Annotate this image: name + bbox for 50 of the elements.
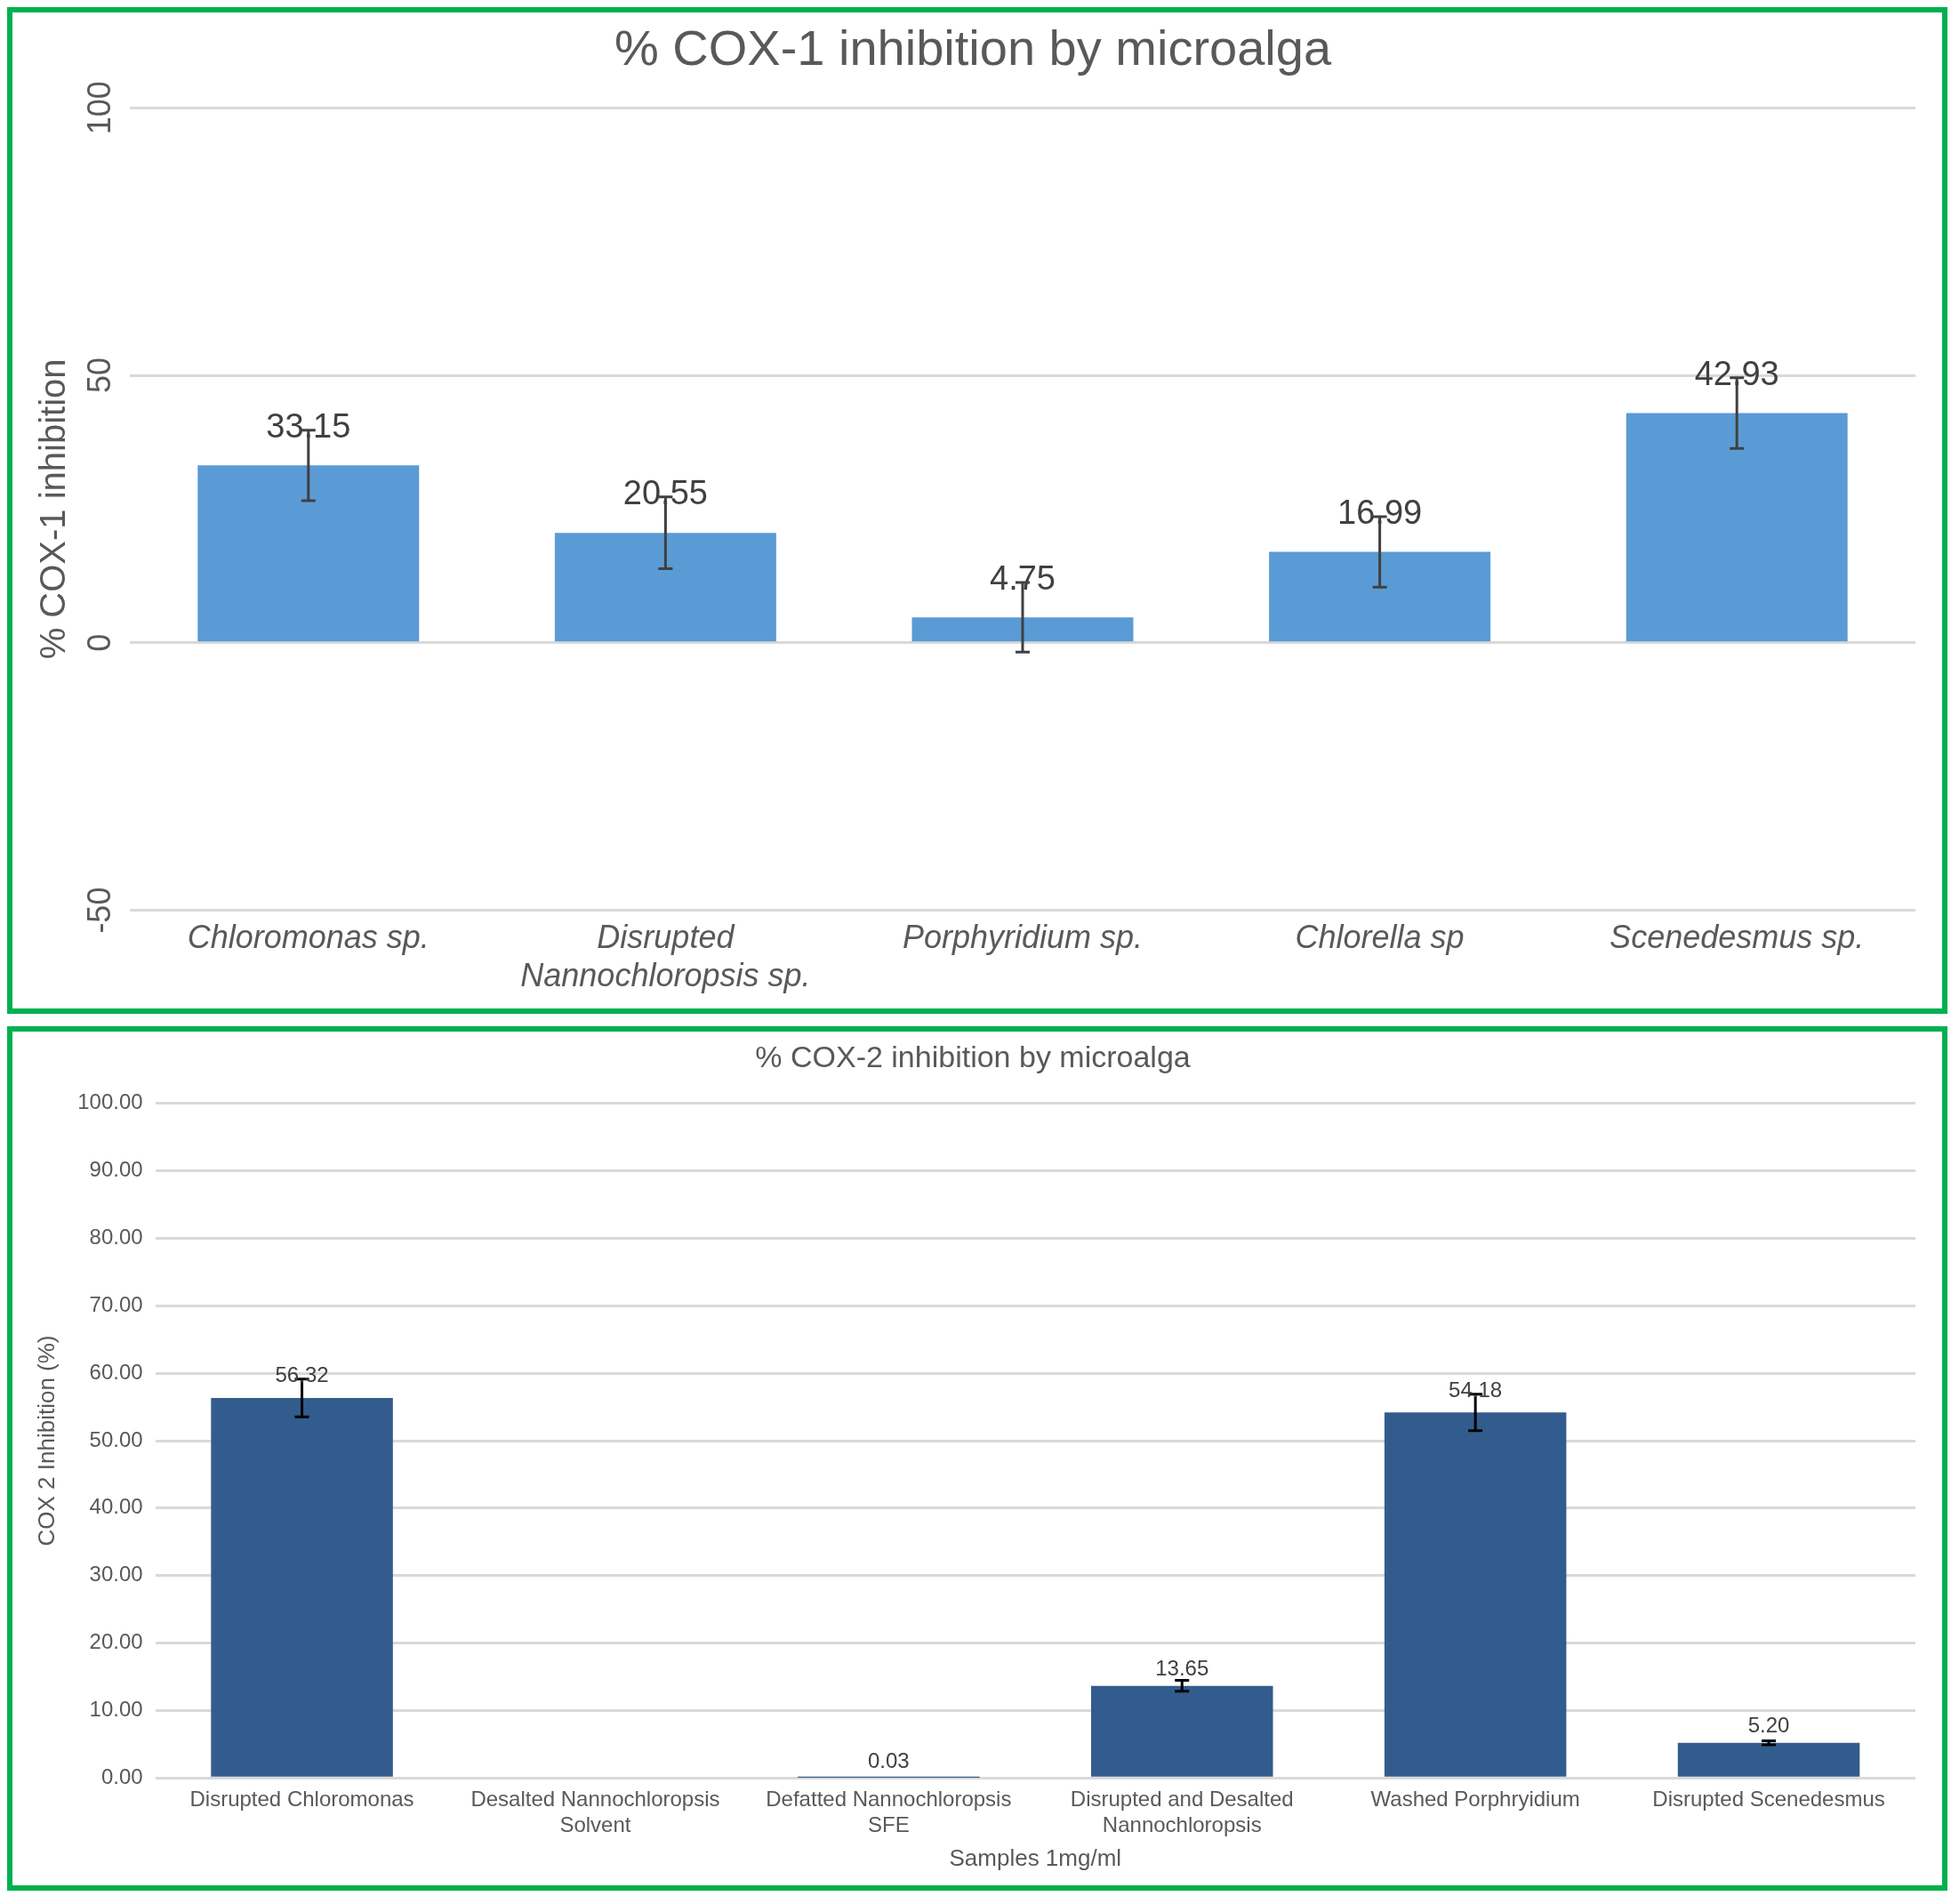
y-tick-label: 0.00 — [100, 1763, 143, 1788]
y-tick-label: 0 — [80, 633, 117, 652]
y-tick-label: 30.00 — [89, 1562, 143, 1587]
bar — [197, 465, 420, 642]
y-tick-label: 50 — [80, 357, 117, 394]
data-label: 16.99 — [1337, 494, 1423, 532]
chart-title: % COX-1 inhibition by microalga — [614, 20, 1332, 76]
bar — [1090, 1685, 1273, 1777]
data-label: 56.32 — [275, 1362, 329, 1386]
data-label: 33.15 — [266, 406, 351, 445]
x-tick-label: Desalted Nannochloropsis Solvent — [470, 1787, 720, 1837]
y-tick-label: 80.00 — [89, 1225, 143, 1249]
y-tick-label: 40.00 — [89, 1494, 143, 1519]
data-label: 13.65 — [1155, 1656, 1209, 1681]
bar — [1626, 413, 1848, 642]
bar — [911, 617, 1134, 642]
bar — [211, 1398, 393, 1777]
y-tick-label: -50 — [80, 887, 117, 934]
x-tick-label: Chloromonas sp. — [187, 919, 430, 956]
y-tick-label: 70.00 — [89, 1291, 143, 1316]
y-axis-title: COX 2 Inhibition (%) — [32, 1335, 60, 1546]
bar — [554, 533, 776, 642]
data-label: 4.75 — [990, 559, 1056, 598]
data-label: 5.20 — [1747, 1713, 1790, 1738]
x-tick-label: Porphyridium sp. — [902, 919, 1144, 956]
data-label: 42.93 — [1694, 355, 1779, 393]
data-label: 54.18 — [1449, 1377, 1503, 1402]
y-tick-label: 100 — [80, 81, 117, 135]
data-label: 20.55 — [622, 474, 708, 512]
y-tick-label: 10.00 — [89, 1696, 143, 1721]
x-tick-label: Washed Porphryidium — [1370, 1787, 1580, 1812]
y-tick-label: 50.00 — [89, 1426, 143, 1451]
x-tick-label: Disrupted Chloromonas — [189, 1787, 414, 1812]
y-tick-label: 60.00 — [89, 1359, 143, 1384]
x-axis-title: Samples 1mg/ml — [949, 1844, 1122, 1871]
y-tick-label: 90.00 — [89, 1157, 143, 1182]
y-axis-title: % COX-1 inhibition — [33, 358, 73, 660]
x-tick-label: Disrupted and Desalted Nannochloropsis — [1070, 1787, 1294, 1837]
x-tick-label: Disrupted Nannochloropsis sp. — [520, 919, 811, 994]
chart-title: % COX-2 inhibition by microalga — [755, 1039, 1191, 1073]
x-tick-label: Scenedesmus sp. — [1610, 919, 1865, 956]
bar — [1677, 1742, 1860, 1777]
x-tick-label: Disrupted Scenedesmus — [1652, 1787, 1885, 1812]
x-tick-label: Defatted Nannochloropsis SFE — [766, 1787, 1012, 1837]
bar — [1384, 1412, 1567, 1777]
data-label: 0.03 — [867, 1747, 910, 1772]
y-tick-label: 20.00 — [89, 1629, 143, 1654]
x-tick-label: Chlorella sp — [1295, 919, 1465, 956]
bar — [1269, 551, 1491, 642]
y-tick-label: 100.00 — [77, 1089, 143, 1114]
